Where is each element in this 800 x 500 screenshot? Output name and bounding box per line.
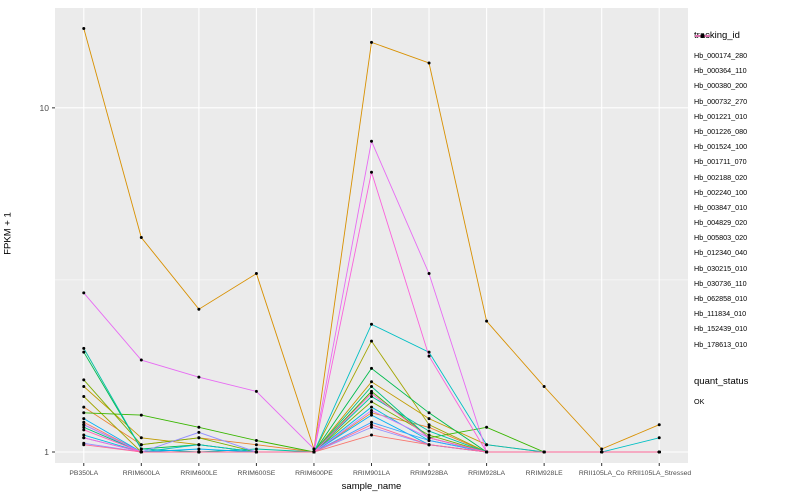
legend: tracking_id Hb_000174_280 Hb_000364_110 Hb…	[694, 30, 798, 409]
y-tick-label: 10	[40, 103, 50, 113]
legend-item-label: Hb_002188_020	[694, 172, 748, 182]
legend-item-label: Hb_001711_070	[694, 157, 747, 167]
legend-item-Hb_000174_280: Hb_000174_280	[694, 34, 798, 63]
x-tick-label: RRIM600SE	[238, 470, 276, 477]
legend-item-label: Hb_001221_010	[694, 111, 748, 121]
tracking-id-legend-title: tracking_id	[694, 30, 740, 41]
legend-item-label: Hb_000380_200	[694, 81, 748, 91]
legend-item-label: Hb_030736_110	[694, 278, 747, 288]
legend-item-quant-ok: OK	[694, 34, 798, 409]
legend-item-label: Hb_000364_110	[694, 66, 747, 76]
legend-item-label: Hb_001226_080	[694, 126, 748, 136]
x-tick-label: RRIM901LA	[353, 470, 390, 477]
legend-item-label: Hb_005803_020	[694, 233, 748, 243]
legend-item-Hb_003847_010: Hb_003847_010	[694, 34, 798, 215]
legend-item-label: Hb_012340_040	[694, 248, 748, 258]
legend-item-label: Hb_178613_010	[694, 339, 748, 349]
x-tick-label: RRIM928LA	[468, 470, 505, 477]
legend-item-label: Hb_001524_100	[694, 142, 748, 152]
x-tick-label: RRIM600LE	[180, 470, 217, 477]
legend-item-label: Hb_030215_010	[694, 263, 748, 273]
tracking-id-legend-items: Hb_000174_280 Hb_000364_110 Hb_000380_200 H…	[694, 34, 798, 352]
legend-item-Hb_005803_020: Hb_005803_020	[694, 34, 798, 245]
legend-item-Hb_001226_080: Hb_001226_080	[694, 34, 798, 139]
ok-point-icon	[700, 34, 705, 38]
legend-item-Hb_111834_010: Hb_111834_010	[694, 34, 798, 321]
data-points	[82, 27, 661, 454]
legend-item-Hb_000732_270: Hb_000732_270	[694, 34, 798, 109]
legend-item-Hb_030736_110: Hb_030736_110	[694, 34, 798, 291]
legend-item-label: Hb_000732_270	[694, 96, 748, 106]
x-tick-label: RRII105LA_Stressed	[627, 470, 691, 477]
gridlines	[55, 8, 688, 463]
legend-item-Hb_001711_070: Hb_001711_070	[694, 34, 798, 169]
x-tick-label: RRIM600PE	[295, 470, 333, 477]
legend-item-Hb_012340_040: Hb_012340_040	[694, 34, 798, 260]
legend-item-label: Hb_004829_020	[694, 218, 748, 228]
y-axis-title: FPKM + 1	[2, 212, 14, 255]
legend-item-label: Hb_152439_010	[694, 324, 748, 334]
legend-item-Hb_030215_010: Hb_030215_010	[694, 34, 798, 276]
legend-item-Hb_152439_010: Hb_152439_010	[694, 34, 798, 336]
legend-item-label: OK	[694, 396, 705, 406]
y-tick-label: 1	[44, 447, 49, 457]
legend-item-Hb_000364_110: Hb_000364_110	[694, 34, 798, 78]
axis-ticks-and-labels: 1 10 PB350LA RRIM600LA RRIM600LE RRIM600SE RRI…	[40, 103, 692, 477]
legend-item-Hb_002188_020: Hb_002188_020	[694, 34, 798, 185]
legend-item-Hb_004829_020: Hb_004829_020	[694, 34, 798, 230]
legend-item-label: Hb_111834_010	[694, 309, 747, 319]
legend-item-Hb_002240_100: Hb_002240_100	[694, 34, 798, 200]
legend-item-label: Hb_062858_010	[694, 294, 748, 303]
legend-item-Hb_062858_010: Hb_062858_010	[694, 34, 798, 306]
x-tick-label: RRIM600LA	[123, 470, 160, 477]
x-tick-label: PB350LA	[69, 470, 98, 477]
legend-item-label: Hb_002240_100	[694, 187, 748, 197]
legend-item-Hb_001221_010: Hb_001221_010	[694, 34, 798, 124]
x-tick-label: RRII105LA_Co	[579, 470, 625, 477]
legend-item-Hb_001524_100: Hb_001524_100	[694, 34, 798, 154]
legend-gap	[694, 352, 798, 376]
x-axis-title: sample_name	[341, 481, 402, 492]
legend-item-label: Hb_000174_280	[694, 51, 748, 60]
legend-item-Hb_178613_010: Hb_178613_010	[694, 34, 798, 352]
x-tick-label: RRIM928BA	[410, 470, 448, 477]
legend-item-label: Hb_003847_010	[694, 202, 748, 212]
x-tick-label: RRIM928LE	[526, 470, 563, 477]
legend-item-Hb_000380_200: Hb_000380_200	[694, 34, 798, 93]
quant-status-legend-title: quant_status	[694, 375, 749, 387]
